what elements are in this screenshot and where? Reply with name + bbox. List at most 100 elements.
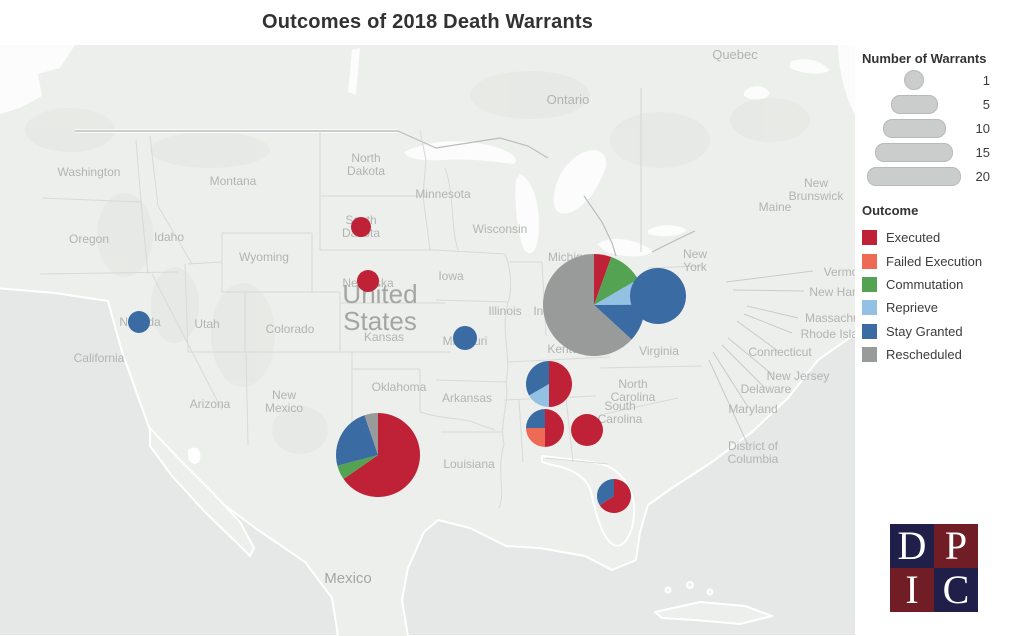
map-label: Iowa — [438, 269, 464, 283]
map-label: Louisiana — [443, 457, 495, 471]
size-legend-item[interactable]: 5 — [862, 92, 1022, 116]
map-label: California — [74, 351, 125, 365]
map-label: Delaware — [741, 382, 792, 396]
pie-tennessee[interactable] — [526, 361, 572, 407]
outcome-swatch — [862, 347, 877, 363]
outcome-label: Stay Granted — [886, 323, 963, 339]
size-value: 15 — [975, 144, 990, 160]
leader-lines — [708, 270, 814, 444]
map-label: Idaho — [154, 230, 184, 244]
pie-missouri[interactable] — [453, 326, 477, 350]
chart-title: Outcomes of 2018 Death Warrants — [261, 11, 594, 33]
map-label: Colorado — [266, 322, 315, 336]
map-label: Maine — [759, 200, 792, 214]
outcome-legend-item[interactable]: Failed Execution — [862, 249, 1022, 272]
pie-nebraska[interactable] — [357, 270, 379, 292]
map-label: Oregon — [69, 232, 109, 246]
pie-slice[interactable] — [526, 428, 545, 447]
pie-south-dakota[interactable] — [351, 217, 371, 237]
size-legend: Number of Warrants 1 5 10 15 20 — [862, 51, 1022, 188]
size-legend-item[interactable]: 10 — [862, 116, 1022, 140]
map-label: Oklahoma — [372, 380, 427, 394]
outcome-legend-item[interactable]: Executed — [862, 226, 1022, 249]
map-label: Minnesota — [415, 187, 471, 201]
outcome-swatch — [862, 300, 877, 316]
pie-slice[interactable] — [357, 270, 379, 292]
size-shape — [904, 70, 924, 90]
pie-slice[interactable] — [571, 414, 603, 446]
size-legend-item[interactable]: 15 — [862, 140, 1022, 164]
lakes — [0, 45, 855, 464]
pie-slice[interactable] — [128, 311, 150, 333]
map-label: New Hampshire — [809, 285, 855, 299]
outcome-swatch — [862, 230, 877, 246]
map-label: Utah — [194, 317, 219, 331]
map-label: Arkansas — [442, 391, 492, 405]
pie-slice[interactable] — [549, 361, 572, 407]
pie-nevada[interactable] — [128, 311, 150, 333]
pie-slice[interactable] — [453, 326, 477, 350]
map-label: United States — [342, 279, 417, 336]
map-label: North Dakota — [347, 151, 385, 178]
map-label: Connecticut — [748, 345, 812, 359]
lake-superior — [404, 141, 516, 164]
map-label: Massachusetts — [805, 311, 855, 325]
map-label: Ontario — [547, 92, 590, 107]
size-legend-item[interactable]: 20 — [862, 164, 1022, 188]
map-label: Kansas — [364, 330, 404, 344]
cuba — [654, 601, 773, 625]
pie-slice[interactable] — [594, 304, 646, 340]
pie-pennsylvania[interactable] — [630, 268, 686, 324]
map-label: New Mexico — [265, 388, 303, 415]
pie-slice[interactable] — [630, 268, 686, 324]
pie-slice[interactable] — [351, 217, 371, 237]
map-label: Washington — [58, 165, 121, 179]
size-shape — [875, 142, 953, 162]
map-label: Illinois — [488, 304, 521, 318]
outcome-legend-item[interactable]: Commutation — [862, 273, 1022, 296]
pie-slice[interactable] — [594, 257, 639, 305]
map-label: Vermont — [824, 265, 855, 279]
pie-slice[interactable] — [526, 409, 545, 428]
map-label: New York — [683, 247, 708, 274]
size-legend-item[interactable]: 1 — [862, 68, 1022, 92]
map-label: New Jersey — [767, 369, 830, 383]
pie-slice[interactable] — [599, 478, 632, 513]
dpic-logo-letter-i: I — [890, 568, 934, 612]
pie-slice[interactable] — [542, 254, 632, 357]
pie-slice[interactable] — [364, 413, 378, 455]
pie-slice[interactable] — [337, 455, 378, 480]
pie-florida[interactable] — [597, 478, 632, 513]
pie-slice[interactable] — [343, 413, 420, 497]
dpic-logo-letter-d: D — [890, 524, 934, 568]
map-label: Mexico — [324, 570, 372, 587]
outcome-legend-title: Outcome — [862, 203, 919, 218]
lake-michigan — [515, 174, 540, 254]
size-value: 10 — [975, 120, 990, 136]
pie-slice[interactable] — [545, 409, 564, 447]
pie-slice[interactable] — [594, 254, 612, 305]
map-label: Wyoming — [239, 250, 289, 264]
map-label: Arizona — [190, 397, 231, 411]
size-shape — [882, 118, 946, 138]
outcome-legend-item[interactable]: Reprieve — [862, 296, 1022, 319]
pie-slice[interactable] — [336, 415, 378, 466]
outcome-legend-item[interactable]: Stay Granted — [862, 320, 1022, 343]
size-value: 1 — [982, 72, 990, 88]
pie-texas[interactable] — [336, 413, 420, 497]
pie-alabama[interactable] — [526, 409, 564, 447]
pies-layer — [128, 217, 686, 513]
size-shape — [890, 94, 938, 114]
map-label: Virginia — [639, 344, 679, 358]
outcome-legend-item[interactable]: Rescheduled — [862, 343, 1022, 366]
pie-georgia[interactable] — [571, 414, 603, 446]
baja-peninsula — [149, 427, 255, 557]
pie-slice[interactable] — [597, 479, 614, 506]
pie-slice[interactable] — [529, 384, 549, 407]
pie-slice[interactable] — [526, 361, 549, 396]
outcome-label: Reprieve — [886, 300, 939, 316]
size-legend-title: Number of Warrants — [862, 51, 987, 66]
